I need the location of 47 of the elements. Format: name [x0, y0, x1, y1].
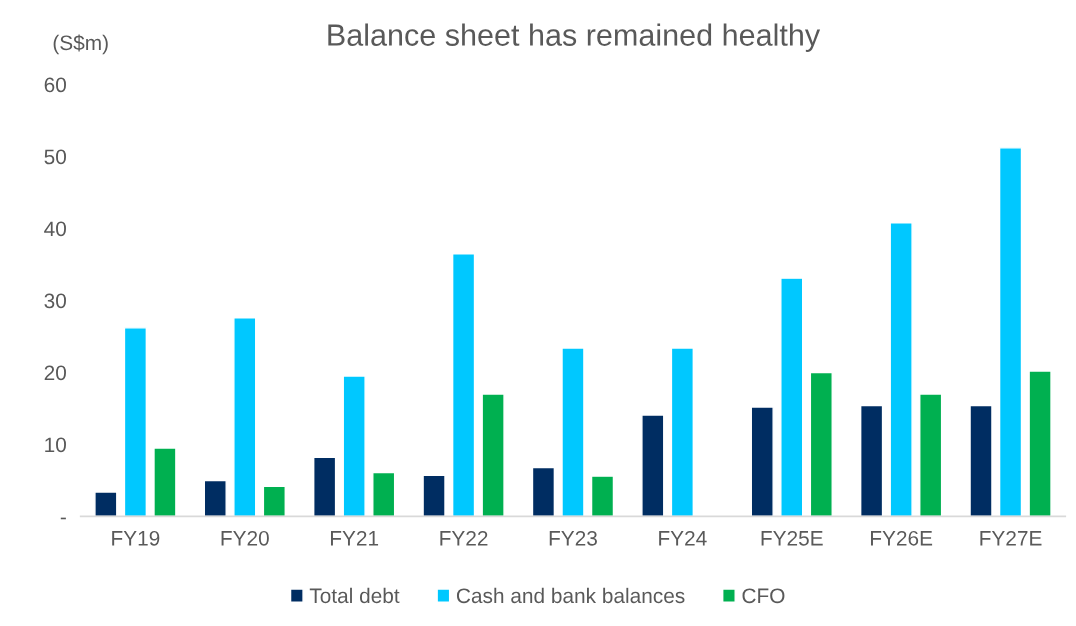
bar [233, 317, 257, 517]
bar [451, 252, 476, 517]
x-tick-label: FY24 [659, 530, 707, 546]
y-tick-label: 60 [44, 77, 66, 93]
y-tick-label: 10 [45, 437, 66, 453]
bar [998, 147, 1023, 517]
bar [203, 479, 227, 517]
bar [919, 393, 943, 517]
bar [809, 371, 833, 517]
bar [889, 222, 913, 517]
bar [780, 277, 804, 517]
bar [641, 414, 665, 517]
chart-title: Balance sheet has remained healthy [328, 23, 821, 52]
y-tick-label: 20 [44, 365, 66, 381]
bar [94, 491, 118, 517]
bar [123, 327, 148, 517]
bar [750, 406, 774, 517]
y-axis-title: (S$m) [53, 34, 108, 55]
bar [422, 474, 446, 517]
bar [1028, 370, 1052, 517]
bar [590, 475, 615, 517]
bar [859, 404, 884, 517]
y-tick-label: 50 [44, 149, 66, 165]
x-tick-label: FY22 [440, 530, 488, 546]
x-tick-label: FY26E [871, 530, 933, 546]
bar [153, 447, 177, 517]
bar [372, 471, 396, 517]
x-tick-label: FY20 [221, 530, 269, 546]
bar [969, 404, 993, 517]
x-tick-label: FY23 [549, 530, 597, 546]
bar [561, 347, 585, 517]
bar [531, 466, 556, 517]
bar [342, 375, 366, 517]
x-tick-label: FY27E [980, 530, 1042, 546]
x-tick-label: FY19 [112, 530, 160, 546]
bar [481, 393, 505, 517]
legend-label: Cash and bank balances [456, 587, 685, 604]
bar [670, 347, 694, 517]
bar [262, 485, 286, 517]
y-tick-label: - [60, 517, 66, 520]
legend-label: Total debt [309, 587, 400, 604]
bar [313, 456, 337, 517]
y-tick-label: 40 [44, 221, 66, 237]
x-tick-label: FY21 [331, 530, 379, 546]
y-tick-label: 30 [44, 293, 66, 309]
legend-label: CFO [742, 588, 785, 604]
x-tick-label: FY25E [761, 530, 823, 546]
